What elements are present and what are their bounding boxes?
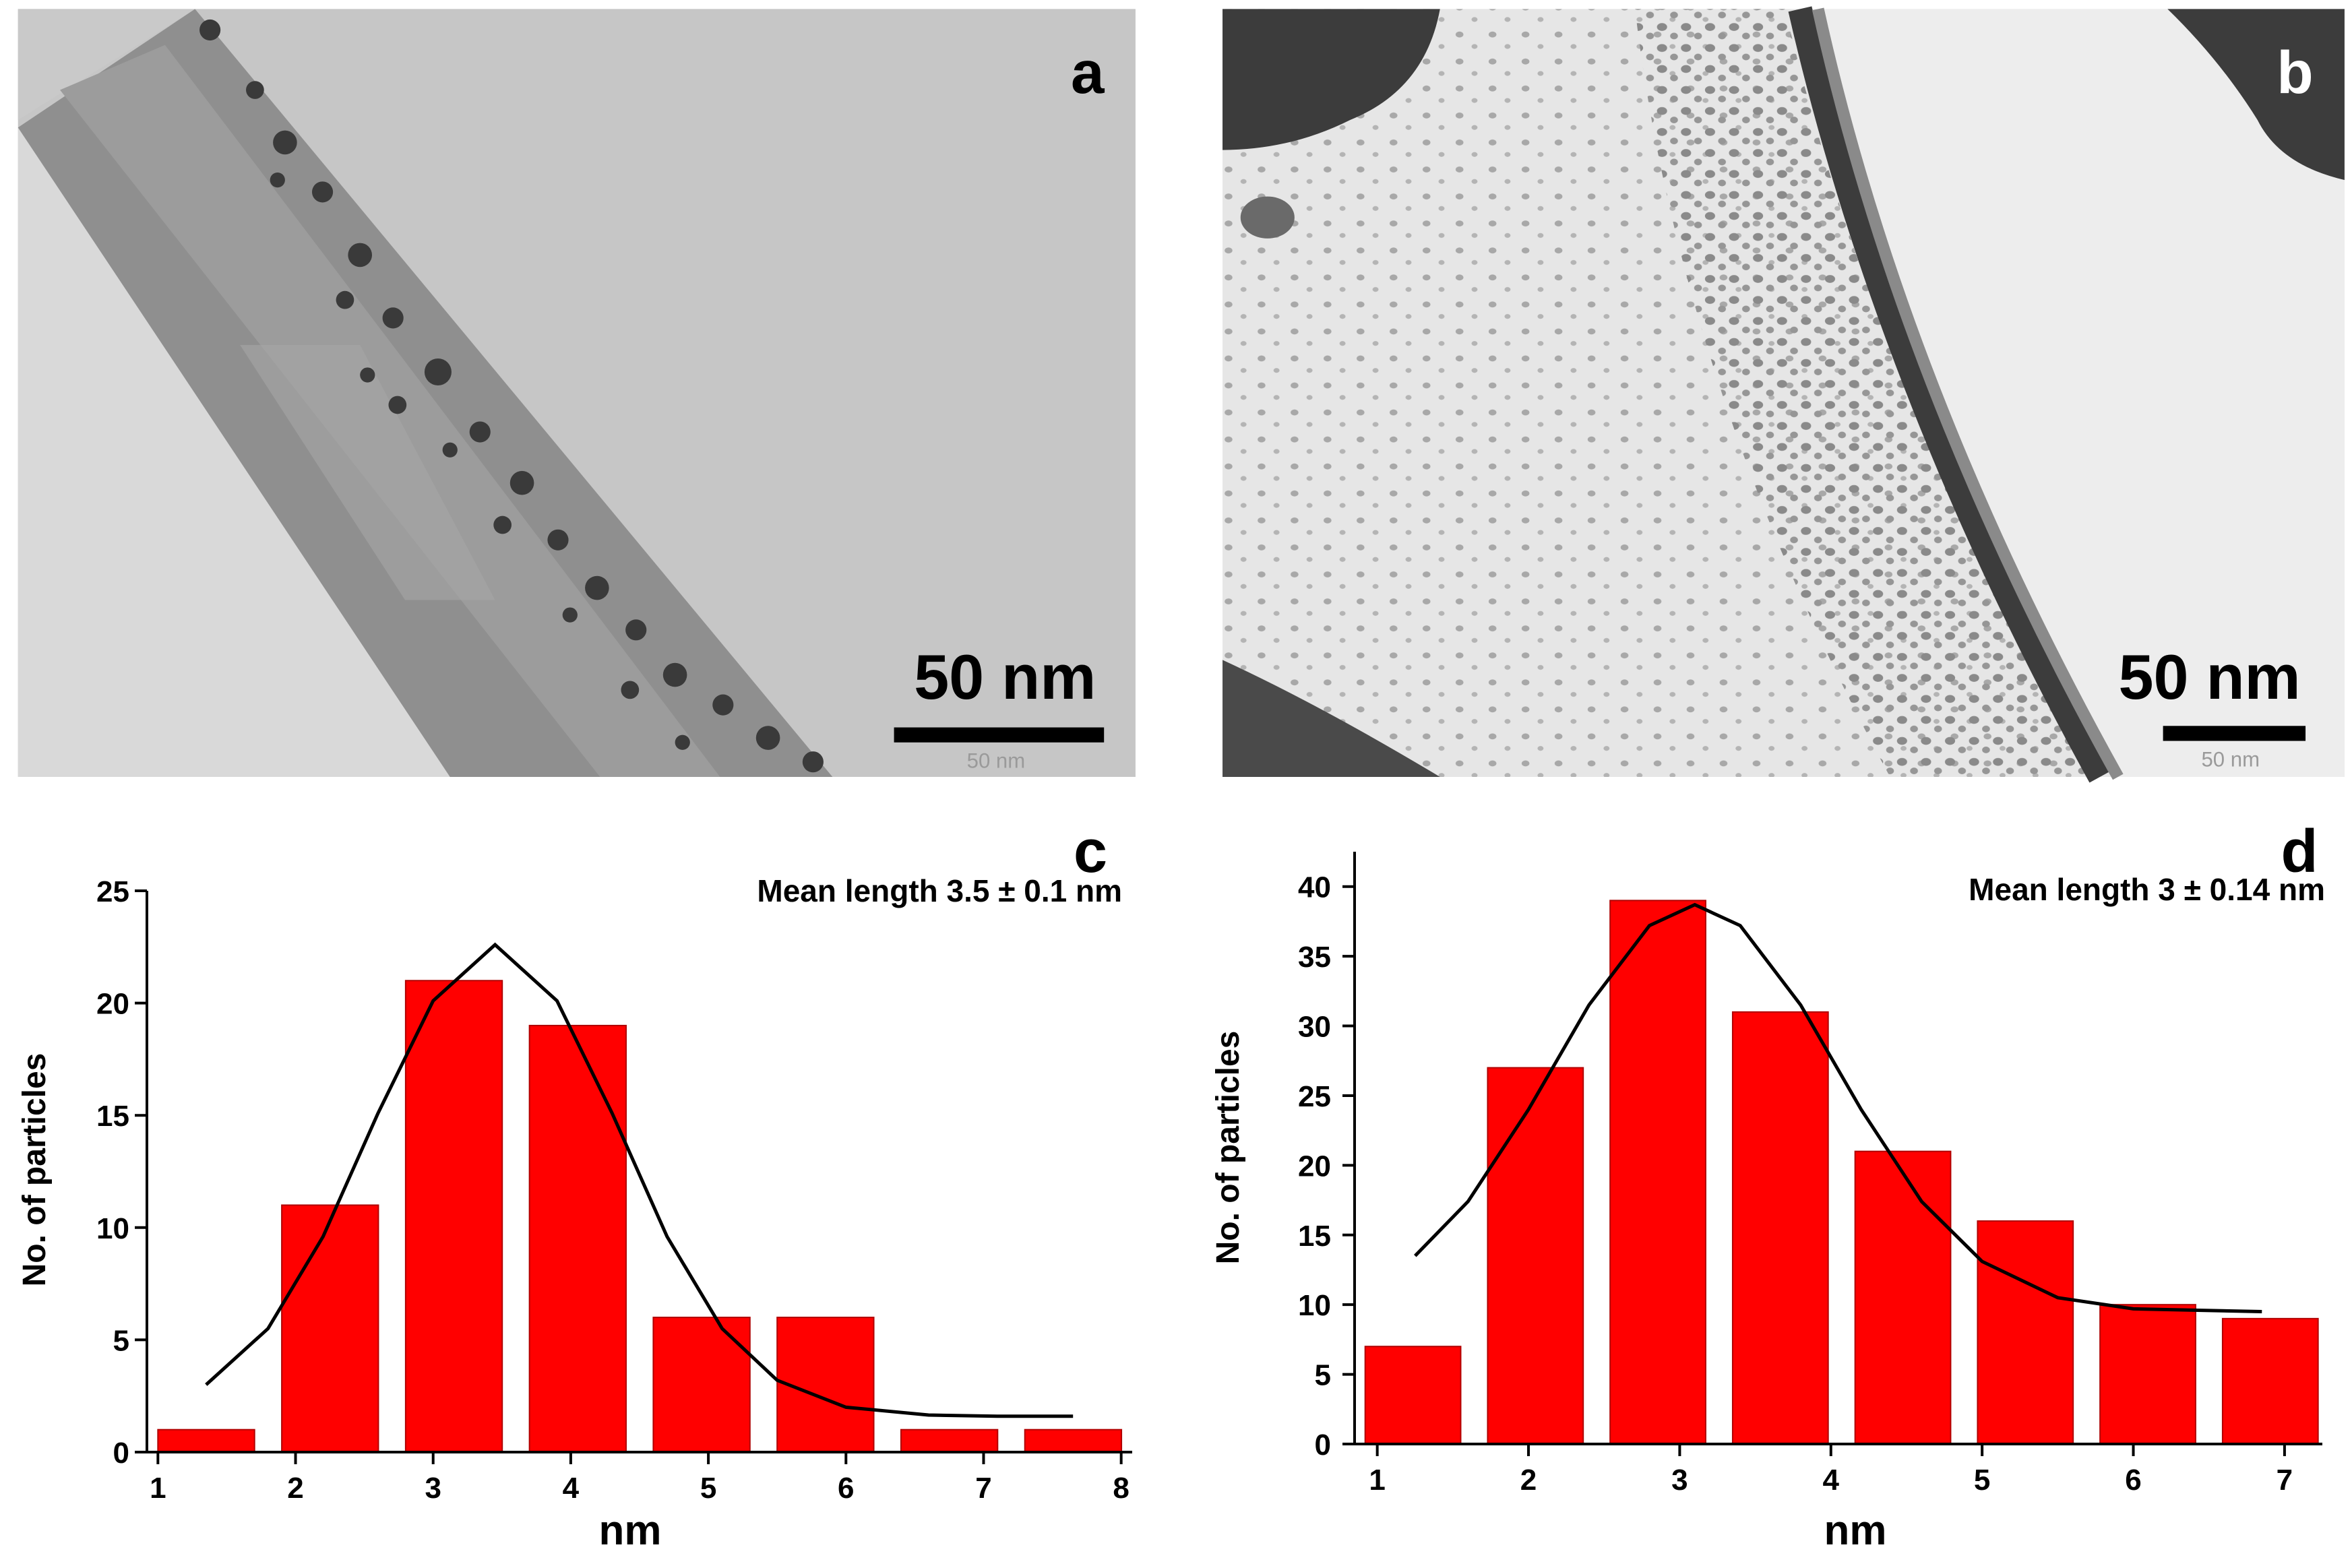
scale-bar-label: 50 nm xyxy=(2119,641,2301,712)
x-tick-label: 2 xyxy=(287,1472,303,1505)
annotation: Mean length 3.5 ± 0.1 nm xyxy=(757,873,1122,908)
bar xyxy=(404,980,503,1453)
bar xyxy=(281,1204,379,1453)
x-tick-label: 2 xyxy=(1520,1464,1537,1497)
x-tick-label: 6 xyxy=(838,1472,854,1505)
fit-line xyxy=(1414,902,2262,1313)
y-tick-label: 35 xyxy=(1298,941,1331,974)
bar xyxy=(1364,1346,1462,1445)
bar xyxy=(1609,900,1706,1445)
y-tick-label: 5 xyxy=(1315,1359,1331,1392)
scale-bar-caption: 50 nm xyxy=(967,749,1026,773)
bar xyxy=(1977,1220,2074,1445)
panel-label: c xyxy=(1074,818,1107,885)
scale-bar-label: 50 nm xyxy=(914,641,1096,712)
bar xyxy=(528,1024,627,1453)
x-tick-label: 7 xyxy=(2277,1464,2293,1497)
bar xyxy=(1487,1067,1584,1445)
panel-label: a xyxy=(1071,38,1105,106)
bar xyxy=(900,1429,999,1453)
y-tick-label: 0 xyxy=(113,1437,129,1470)
bar xyxy=(652,1317,751,1453)
y-tick-label: 25 xyxy=(96,875,129,908)
x-tick-label: 5 xyxy=(700,1472,716,1505)
bar xyxy=(1024,1429,1123,1453)
y-tick-label: 40 xyxy=(1298,871,1331,904)
x-tick-label: 4 xyxy=(563,1472,580,1505)
y-axis-title: No. of particles xyxy=(17,1053,53,1287)
x-tick-label: 1 xyxy=(150,1472,166,1505)
x-tick-label: 1 xyxy=(1369,1464,1385,1497)
tem-image-a xyxy=(18,9,1136,777)
bar xyxy=(1854,1150,1952,1445)
y-tick-label: 15 xyxy=(96,1100,129,1133)
bar xyxy=(2099,1304,2196,1445)
panel-label: b xyxy=(2277,38,2313,106)
y-tick-label: 25 xyxy=(1298,1080,1331,1113)
tem-image-b xyxy=(1223,6,2345,783)
x-tick-label: 3 xyxy=(425,1472,441,1505)
x-tick-label: 5 xyxy=(1974,1464,1990,1497)
bar xyxy=(776,1317,875,1453)
x-axis-title: nm xyxy=(1824,1507,1887,1554)
y-tick-label: 5 xyxy=(113,1324,129,1357)
bar xyxy=(2221,1317,2319,1445)
panel-label: d xyxy=(2281,818,2318,885)
x-tick-label: 4 xyxy=(1823,1464,1840,1497)
x-tick-label: 7 xyxy=(975,1472,991,1505)
x-tick-label: 6 xyxy=(2125,1464,2141,1497)
y-tick-label: 30 xyxy=(1298,1011,1331,1044)
fit-line xyxy=(205,942,1074,1418)
y-tick-label: 20 xyxy=(1298,1150,1331,1183)
y-axis-title: No. of particles xyxy=(1210,1031,1246,1265)
annotation: Mean length 3 ± 0.14 nm xyxy=(1969,872,2325,907)
x-tick-label: 3 xyxy=(1671,1464,1688,1497)
y-tick-label: 15 xyxy=(1298,1220,1331,1253)
bar xyxy=(1731,1011,1829,1445)
scale-bar-caption: 50 nm xyxy=(2201,747,2260,771)
x-tick-label: 8 xyxy=(1113,1472,1129,1505)
y-tick-label: 20 xyxy=(96,988,129,1021)
x-axis-title: nm xyxy=(599,1507,662,1554)
y-tick-label: 0 xyxy=(1315,1429,1331,1462)
y-tick-label: 10 xyxy=(1298,1289,1331,1322)
bar xyxy=(157,1429,255,1453)
y-tick-label: 10 xyxy=(96,1212,129,1245)
